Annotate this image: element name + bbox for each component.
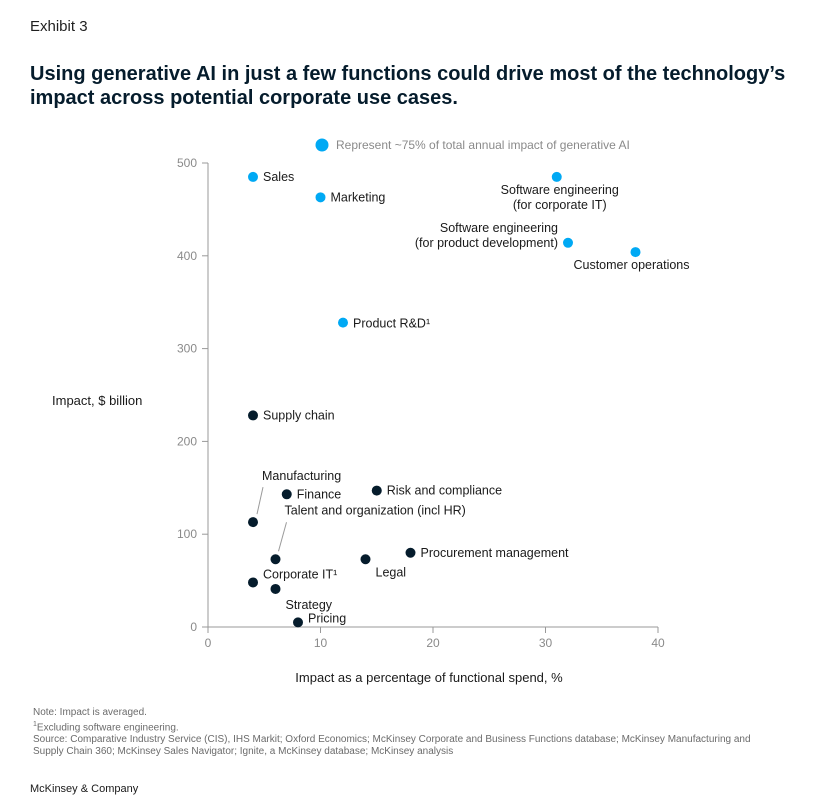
x-axis-label: Impact as a percentage of functional spe…	[295, 670, 563, 685]
point-label-supply-chain: Supply chain	[263, 408, 335, 422]
footnote-1-text: Excluding software engineering.	[36, 722, 179, 734]
leader-line	[256, 487, 264, 515]
x-axis-ticks: 0 10 20 30 40	[205, 627, 665, 650]
footnote-1: 1Excluding software engineering.	[33, 721, 179, 734]
leader-line	[278, 522, 287, 552]
point-strategy	[270, 583, 281, 594]
point-label-finance: Finance	[297, 487, 342, 501]
point-talent-and-organization-incl-hr	[270, 554, 281, 565]
point-product-r-d	[338, 317, 348, 328]
point-label-sales: Sales	[263, 170, 294, 184]
point-legal	[360, 554, 371, 565]
point-procurement-management	[405, 547, 416, 558]
y-tick-label: 100	[177, 527, 197, 541]
point-label-risk-and-compliance: Risk and compliance	[387, 484, 502, 498]
point-label-customer-operations: Customer operations	[573, 258, 689, 272]
point-label-corporate-it: Corporate IT¹	[263, 567, 337, 581]
point-sales	[248, 171, 258, 182]
y-tick-label: 0	[190, 620, 197, 634]
chart-title: Using generative AI in just a few functi…	[30, 63, 786, 109]
brand-logo-text: McKinsey & Company	[30, 783, 139, 795]
point-label-legal: Legal	[376, 565, 407, 579]
point-label-manufacturing: Manufacturing	[262, 469, 341, 483]
point-supply-chain	[248, 410, 258, 421]
point-label-talent-and-organization-incl-hr: Talent and organization (incl HR)	[285, 503, 466, 517]
point-label-procurement-management: Procurement management	[421, 546, 570, 560]
point-label-software-engineering-for-product-development: Software engineering (for product develop…	[415, 221, 558, 250]
x-tick-label: 30	[539, 636, 553, 650]
legend-label: Represent ~75% of total annual impact of…	[336, 138, 630, 152]
y-tick-label: 200	[177, 434, 197, 448]
point-corporate-it	[248, 577, 258, 588]
point-marketing	[315, 192, 326, 203]
point-labels: Sales Marketing Software engineering (for c…	[262, 170, 690, 625]
point-label-product-r-d: Product R&D¹	[353, 317, 430, 331]
x-tick-label: 40	[651, 636, 665, 650]
legend: Represent ~75% of total annual impact of…	[315, 138, 630, 152]
y-axis-ticks: 0 100 200 300 400 500	[177, 156, 208, 634]
legend-marker	[315, 138, 329, 152]
y-tick-label: 300	[177, 342, 197, 356]
exhibit-label: Exhibit 3	[30, 18, 88, 35]
note-text: Note: Impact is averaged.	[33, 707, 147, 718]
point-label-marketing: Marketing	[331, 190, 386, 204]
x-tick-label: 10	[314, 636, 328, 650]
footnotes: Note: Impact is averaged. 1Excluding sof…	[33, 707, 773, 758]
x-tick-label: 20	[426, 636, 440, 650]
point-label-pricing: Pricing	[308, 611, 346, 625]
y-tick-label: 400	[177, 249, 197, 263]
point-label-strategy: Strategy	[286, 598, 333, 612]
point-finance	[281, 489, 292, 500]
y-axis-label: Impact, $ billion	[52, 393, 142, 408]
y-tick-label: 500	[177, 156, 197, 170]
scatter-chart: Represent ~75% of total annual impact of…	[52, 138, 690, 685]
leader-lines	[256, 487, 287, 552]
point-customer-operations	[630, 247, 641, 258]
point-software-engineering-for-product-development	[563, 237, 573, 248]
point-software-engineering-for-corporate-it	[551, 171, 562, 182]
point-risk-and-compliance	[371, 485, 382, 496]
source-text: Source: Comparative Industry Service (CI…	[33, 734, 751, 758]
x-tick-label: 0	[205, 636, 212, 650]
data-points	[248, 171, 641, 628]
point-manufacturing	[248, 517, 258, 528]
point-pricing	[293, 617, 303, 628]
point-label-software-engineering-for-corporate-it: Software engineering (for corporate IT)	[501, 183, 619, 212]
